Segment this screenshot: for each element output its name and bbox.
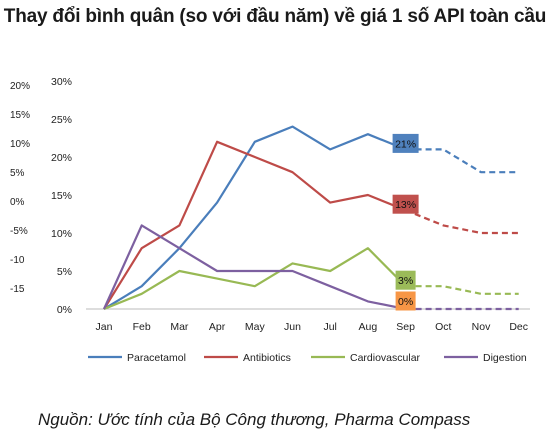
- x-tick-label: Mar: [170, 321, 189, 333]
- series-line-antibiotics: [103, 140, 407, 310]
- y-axis: 0% 5% 10% 15% 20% 25% 30%: [51, 76, 72, 316]
- legend-label: Digestion: [483, 352, 527, 364]
- end-label-box: [395, 270, 416, 290]
- x-tick-label: Dec: [509, 321, 528, 333]
- end-label-value: 0%: [398, 296, 413, 308]
- y-tick-label: 30%: [51, 76, 72, 88]
- x-tick-label: Sep: [396, 321, 415, 333]
- ghost-tick-label: 0%: [10, 197, 25, 208]
- series-forecast-antibiotics: [405, 209, 519, 235]
- series-line-paracetamol: [103, 125, 407, 310]
- end-label-box: [392, 194, 419, 214]
- y-tick-label: 0%: [57, 304, 72, 316]
- x-axis: Jan Feb Mar Apr May Jun Jul Aug Sep Oct Nov Dec: [86, 308, 530, 333]
- legend-label: Cardiovascular: [350, 352, 421, 364]
- x-tick-label: Jul: [323, 321, 336, 333]
- series-forecast-paracetamol: [405, 148, 519, 174]
- x-tick-label: Jun: [284, 321, 301, 333]
- series-line-cardiovascular: [103, 247, 407, 311]
- y-tick-label: 10%: [51, 228, 72, 240]
- legend-label: Antibiotics: [243, 352, 291, 364]
- series-line-digestion: [102, 224, 406, 311]
- series-lines: [102, 125, 519, 311]
- y-tick-label: 20%: [51, 152, 72, 164]
- ghost-y-axis: 20% 15% 10% 5% 0% -5% -10 -15: [10, 81, 30, 295]
- end-label-value: 13%: [395, 199, 416, 211]
- chart-title: Thay đổi bình quân (so với đầu năm) về g…: [3, 6, 547, 27]
- series-forecast-cardiovascular: [405, 285, 519, 295]
- end-label-box: [395, 291, 416, 311]
- end-label-box: [392, 133, 419, 153]
- y-tick-label: 15%: [51, 190, 72, 202]
- x-tick-label: Feb: [133, 321, 151, 333]
- ghost-tick-label: 10%: [10, 139, 30, 150]
- y-tick-label: 5%: [57, 266, 72, 278]
- end-labels: 21% 13% 3% 0%: [392, 133, 419, 311]
- ghost-tick-label: -5%: [10, 226, 28, 237]
- legend: Paracetamol Antibiotics Cardiovascular Dige…: [88, 352, 527, 364]
- x-tick-label: Apr: [209, 321, 226, 333]
- x-tick-label: Oct: [435, 321, 451, 333]
- ghost-tick-label: 5%: [10, 168, 25, 179]
- ghost-tick-label: -15: [10, 284, 25, 295]
- source-note: Nguồn: Ước tính của Bộ Công thương, Phar…: [38, 410, 471, 429]
- end-label-value: 21%: [395, 138, 416, 150]
- ghost-tick-label: 20%: [10, 81, 30, 92]
- x-tick-label: Aug: [359, 321, 378, 333]
- ghost-tick-label: 15%: [10, 110, 30, 121]
- ghost-tick-label: -10: [10, 255, 25, 266]
- x-tick-label: Nov: [472, 321, 491, 333]
- line-chart: 20% 15% 10% 5% 0% -5% -10 -15 0% 5% 10% 15% 20% 25% 3…: [10, 76, 530, 364]
- y-tick-label: 25%: [51, 114, 72, 126]
- x-tick-label: May: [245, 321, 266, 333]
- end-label-value: 3%: [398, 275, 413, 287]
- legend-label: Paracetamol: [127, 352, 186, 364]
- x-tick-label: Jan: [96, 321, 113, 333]
